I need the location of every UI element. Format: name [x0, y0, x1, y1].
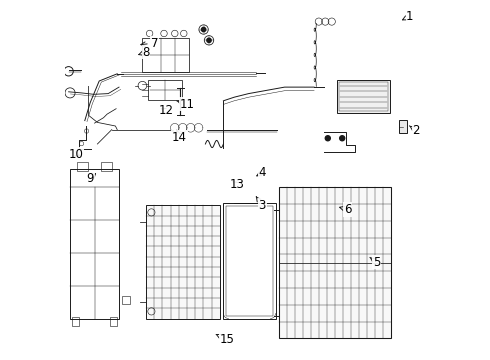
Bar [71, 169, 119, 319]
Bar [223, 203, 275, 319]
Text: 15: 15 [216, 333, 234, 346]
Bar [337, 80, 390, 113]
Text: 12: 12 [158, 104, 173, 117]
Bar [279, 187, 391, 338]
Bar [110, 317, 117, 326]
Text: 7: 7 [141, 37, 158, 50]
Circle shape [340, 136, 345, 141]
Text: 13: 13 [230, 178, 245, 191]
Text: 2: 2 [409, 124, 420, 137]
Text: 8: 8 [139, 46, 149, 59]
Text: 3: 3 [256, 197, 266, 212]
Bar [146, 205, 220, 319]
Bar [122, 296, 130, 304]
Bar [148, 80, 182, 100]
Bar [143, 38, 189, 72]
Bar [226, 206, 273, 316]
Text: 14: 14 [172, 130, 187, 144]
Bar [77, 162, 88, 171]
Bar [339, 82, 388, 111]
Circle shape [325, 136, 330, 141]
Text: 5: 5 [370, 256, 380, 269]
Text: 6: 6 [340, 203, 351, 216]
Text: 10: 10 [69, 148, 83, 161]
Text: 11: 11 [177, 98, 195, 111]
Bar [101, 162, 112, 171]
Bar [399, 120, 407, 133]
Text: 4: 4 [257, 166, 266, 179]
Circle shape [207, 38, 211, 42]
Text: 1: 1 [402, 10, 414, 23]
Text: 9: 9 [86, 172, 96, 185]
Circle shape [201, 27, 206, 32]
Bar [72, 317, 79, 326]
